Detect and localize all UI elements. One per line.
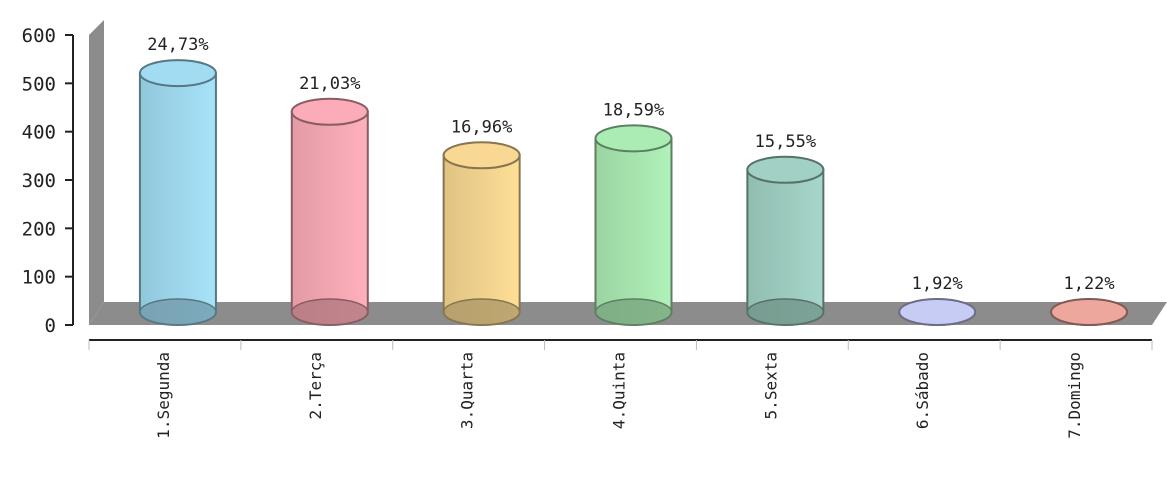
data-label: 24,73% xyxy=(147,35,208,55)
bar-7 xyxy=(1050,298,1129,326)
data-label: 21,03% xyxy=(299,74,360,94)
category-label: 6.Sábado xyxy=(913,352,932,429)
bar-3 xyxy=(442,141,521,326)
data-label: 15,55% xyxy=(755,132,816,152)
bar-top-cap xyxy=(746,155,825,184)
bar-bottom-cap xyxy=(594,298,673,326)
category-label: 3.Quarta xyxy=(458,352,477,429)
bar-6 xyxy=(898,298,977,326)
bar-top-cap xyxy=(290,97,369,126)
bar-2 xyxy=(290,97,369,326)
bar-top-cap xyxy=(442,141,521,170)
category-label: 5.Sexta xyxy=(761,352,780,419)
bar-5 xyxy=(746,155,825,326)
y-tick-label: 200 xyxy=(22,218,56,240)
category-label: 2.Terça xyxy=(306,352,325,419)
bar-bottom-cap xyxy=(442,298,521,326)
data-label: 1,92% xyxy=(912,274,963,294)
bar-top-cap xyxy=(898,298,977,326)
y-tick-label: 500 xyxy=(22,73,56,95)
category-label: 1.Segunda xyxy=(154,352,173,439)
bar-top-cap xyxy=(594,124,673,153)
y-tick-label: 400 xyxy=(22,122,56,144)
bar-bottom-cap xyxy=(291,298,369,326)
bar-body xyxy=(594,137,673,326)
data-label: 16,96% xyxy=(451,117,512,137)
category-label: 7.Domingo xyxy=(1065,352,1084,439)
bar-1 xyxy=(138,59,217,326)
bar-bottom-cap xyxy=(139,298,217,326)
category-label: 4.Quinta xyxy=(610,352,629,429)
y-tick-label: 100 xyxy=(22,267,56,289)
bar-body xyxy=(138,72,217,326)
y-tick-label: 0 xyxy=(45,315,56,337)
y-tick-label: 600 xyxy=(22,25,56,47)
bar-top-cap xyxy=(1050,298,1129,326)
data-label: 18,59% xyxy=(603,100,664,120)
bar-bottom-cap xyxy=(746,298,825,326)
data-label: 1,22% xyxy=(1063,274,1114,294)
bar-4 xyxy=(594,124,673,326)
bar-top-cap xyxy=(138,59,217,88)
bar-body xyxy=(290,110,369,326)
y-tick-label: 300 xyxy=(22,170,56,192)
chart-back-wall xyxy=(89,20,104,325)
